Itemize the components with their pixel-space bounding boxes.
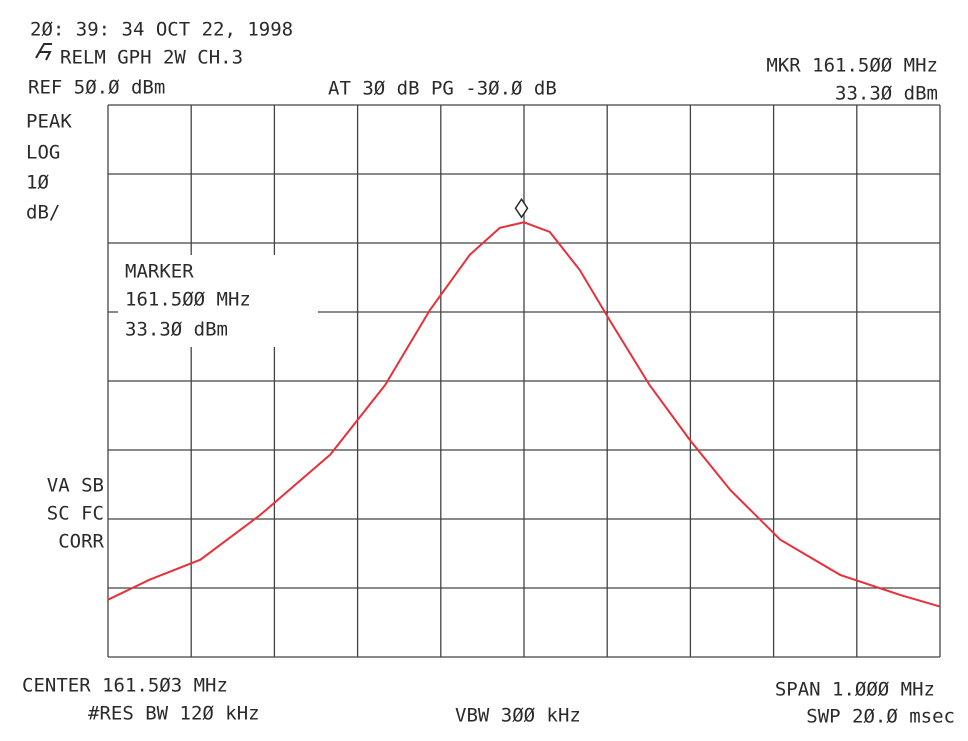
attenuation: AT 3Ø dB PG -3Ø.Ø dB xyxy=(328,78,557,100)
status-label: SC FC xyxy=(47,503,104,525)
video-bandwidth: VBW 3ØØ kHz xyxy=(455,705,581,727)
marker-box-frequency: 161.5ØØ MHz xyxy=(125,289,251,311)
marker-box-level: 33.3Ø dBm xyxy=(125,319,228,341)
marker-frequency: MKR 161.5ØØ MHz xyxy=(766,55,938,77)
center-frequency: CENTER 161.5Ø3 MHz xyxy=(22,675,228,697)
timestamp: 2Ø: 39: 34 OCT 22, 1998 xyxy=(30,19,293,41)
hp-logo xyxy=(35,43,52,61)
sweep-time: SWP 2Ø.Ø msec xyxy=(806,706,955,728)
resolution-bandwidth: #RES BW 12Ø kHz xyxy=(88,703,260,725)
span: SPAN 1.ØØØ MHz xyxy=(775,679,935,701)
marker-diamond xyxy=(514,197,529,219)
side-label: PEAK xyxy=(26,111,72,133)
trace xyxy=(107,221,941,608)
marker-level: 33.3Ø dBm xyxy=(835,83,938,105)
side-label: 1Ø xyxy=(26,172,49,194)
reference-level: REF 5Ø.Ø dBm xyxy=(28,77,165,99)
side-label: dB/ xyxy=(26,202,60,224)
status-label: VA SB xyxy=(47,475,104,497)
chart-title: RELM GPH 2W CH.3 xyxy=(60,47,243,69)
status-label: CORR xyxy=(58,531,104,553)
side-label: LOG xyxy=(26,142,60,164)
grid xyxy=(107,104,941,658)
marker-box-title: MARKER xyxy=(125,261,194,283)
marker-box xyxy=(118,255,318,347)
